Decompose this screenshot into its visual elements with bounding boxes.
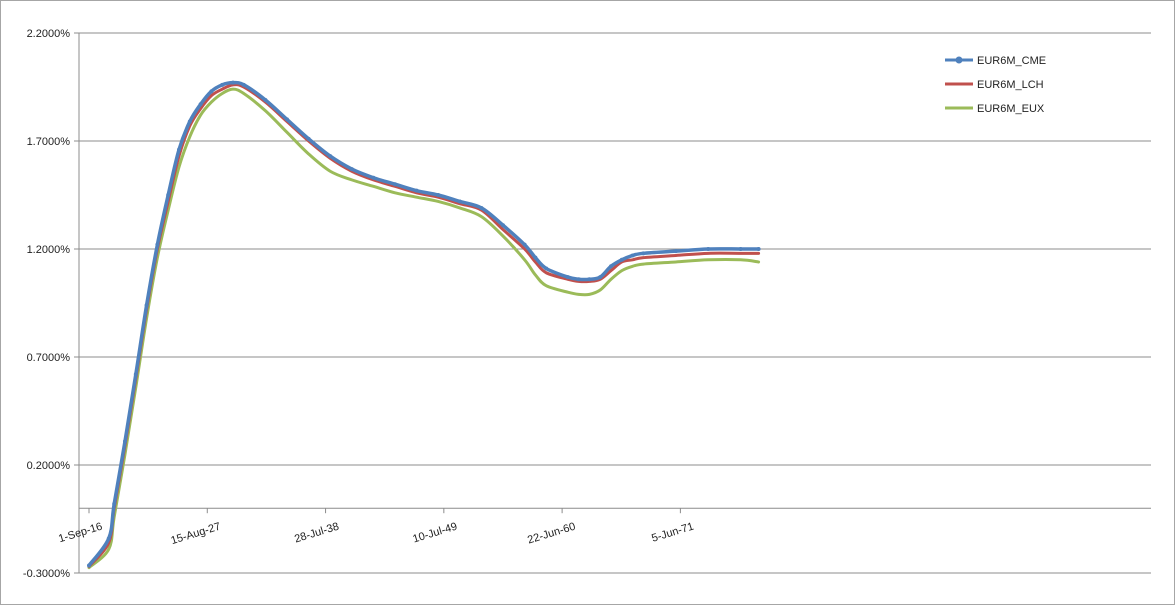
legend: EUR6M_CME EUR6M_LCH EUR6M_EUX bbox=[945, 55, 1046, 115]
series-line bbox=[87, 83, 761, 569]
data-point bbox=[522, 242, 527, 247]
axes bbox=[74, 32, 1151, 574]
data-point bbox=[133, 372, 138, 377]
series-line bbox=[87, 87, 761, 570]
y-tick-label: -0.3000% bbox=[23, 568, 70, 580]
data-point bbox=[479, 205, 484, 210]
series-eur6m-lch bbox=[87, 83, 761, 569]
y-tick-label: 1.2000% bbox=[27, 244, 71, 256]
y-tick-label: 0.2000% bbox=[27, 460, 71, 472]
data-point bbox=[576, 277, 581, 282]
data-point bbox=[371, 175, 376, 180]
data-point bbox=[501, 223, 506, 228]
data-point bbox=[263, 97, 268, 102]
data-point bbox=[630, 253, 635, 258]
data-point bbox=[328, 154, 333, 159]
series-layer bbox=[87, 80, 761, 570]
data-point bbox=[198, 102, 203, 107]
data-point bbox=[706, 247, 711, 251]
legend-label: EUR6M_EUX bbox=[977, 103, 1045, 115]
y-tick-label: 2.2000% bbox=[27, 28, 71, 40]
data-point bbox=[106, 536, 111, 541]
data-point bbox=[166, 193, 171, 197]
y-axis-tick-labels: -0.3000% 0.2000% 0.7000% 1.2000% 1.7000% 2.20… bbox=[23, 28, 70, 580]
data-point bbox=[565, 275, 570, 280]
data-point bbox=[231, 80, 236, 85]
data-point bbox=[619, 257, 624, 262]
data-point bbox=[673, 249, 678, 254]
data-point bbox=[349, 167, 354, 172]
data-point bbox=[609, 264, 614, 269]
data-point bbox=[177, 147, 182, 152]
data-point bbox=[457, 199, 462, 204]
x-tick-label: 1-Sep-16 bbox=[57, 521, 104, 546]
data-point bbox=[544, 266, 549, 271]
y-tick-label: 0.7000% bbox=[27, 352, 71, 364]
data-point bbox=[122, 439, 127, 444]
data-point bbox=[598, 275, 603, 280]
data-point bbox=[112, 501, 117, 506]
legend-item-eur6m-eux: EUR6M_EUX bbox=[945, 103, 1045, 115]
legend-marker bbox=[955, 56, 963, 64]
legend-label: EUR6M_CME bbox=[977, 55, 1046, 67]
data-point bbox=[144, 303, 149, 308]
data-point bbox=[155, 242, 160, 247]
data-point bbox=[641, 251, 646, 256]
series-eur6m-eux bbox=[87, 87, 761, 570]
x-tick-label: 28-Jul-38 bbox=[293, 521, 340, 546]
data-point bbox=[436, 193, 441, 197]
data-point bbox=[87, 563, 91, 568]
data-point bbox=[306, 136, 311, 141]
data-point bbox=[220, 82, 225, 87]
x-axis-tick-labels: 1-Sep-16 15-Aug-27 28-Jul-38 10-Jul-49 22-Ju… bbox=[57, 521, 695, 547]
legend-item-eur6m-lch: EUR6M_LCH bbox=[945, 79, 1044, 91]
data-point bbox=[187, 119, 192, 124]
data-point bbox=[393, 182, 398, 187]
data-point bbox=[738, 247, 743, 251]
data-point bbox=[756, 247, 761, 251]
data-point bbox=[414, 188, 419, 193]
data-point bbox=[587, 277, 592, 282]
data-point bbox=[241, 82, 246, 87]
x-tick-label: 15-Aug-27 bbox=[170, 521, 223, 547]
gridlines bbox=[79, 32, 1151, 574]
y-tick-label: 1.7000% bbox=[27, 136, 71, 148]
data-point bbox=[533, 255, 538, 260]
x-tick-label: 5-Jun-71 bbox=[650, 521, 695, 545]
data-point bbox=[284, 117, 289, 122]
series-line bbox=[87, 80, 761, 568]
x-tick-label: 22-Jun-60 bbox=[526, 521, 577, 547]
data-point bbox=[209, 89, 214, 94]
x-tick-label: 10-Jul-49 bbox=[411, 521, 458, 546]
legend-item-eur6m-cme: EUR6M_CME bbox=[945, 55, 1046, 67]
series-eur6m-cme bbox=[87, 80, 761, 568]
legend-label: EUR6M_LCH bbox=[977, 79, 1044, 91]
